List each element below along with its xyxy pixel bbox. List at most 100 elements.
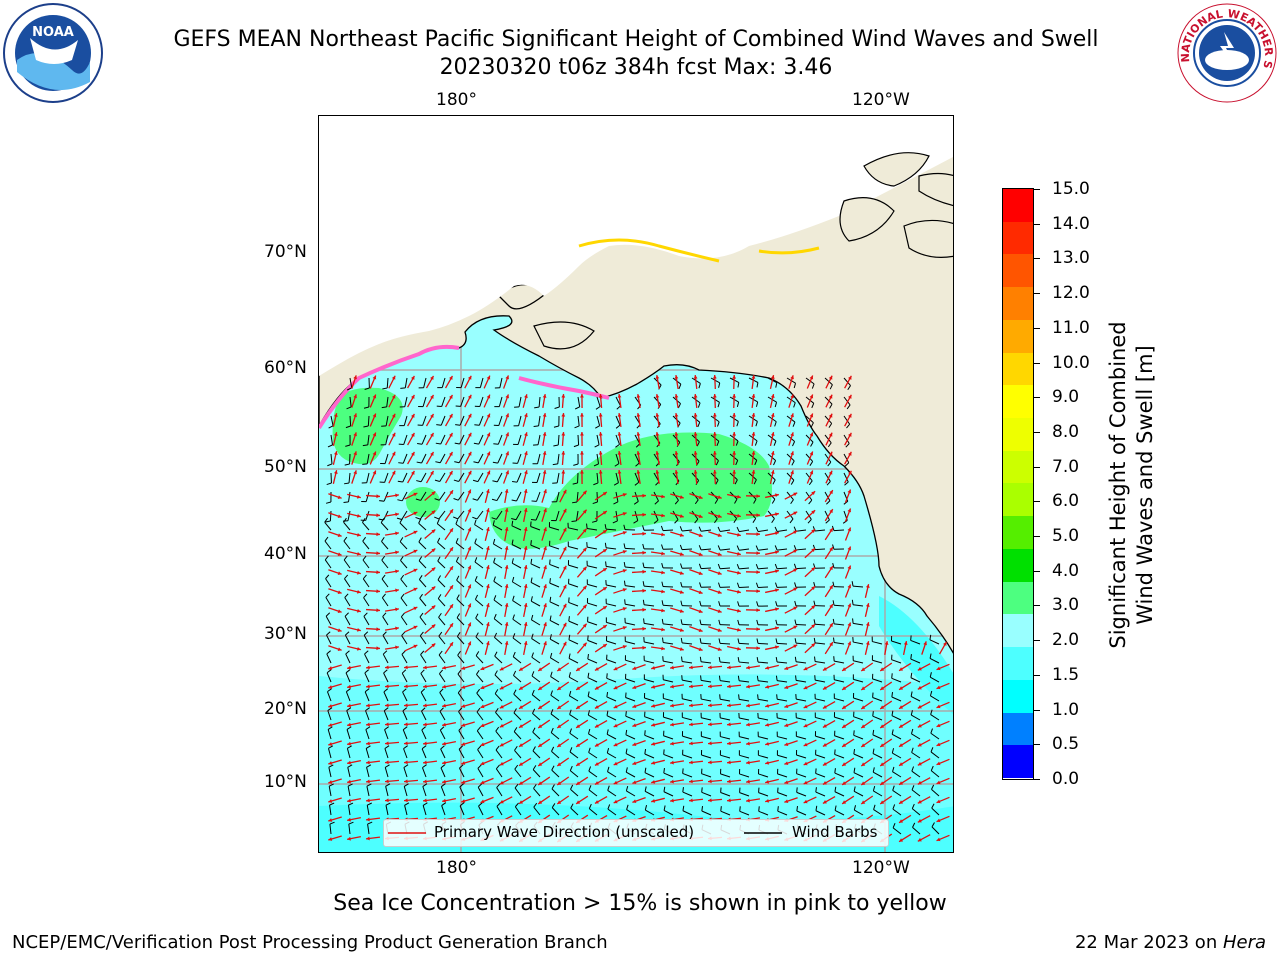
wind-barb: [418, 560, 427, 569]
wave-arrow-head: [391, 394, 396, 399]
wind-barb: [514, 750, 522, 759]
wave-arrow-head: [486, 413, 491, 418]
wind-barb-flag: [381, 536, 385, 542]
wind-barb: [366, 805, 370, 816]
wave-arrow-head: [467, 584, 472, 589]
wave-arrow-head: [689, 703, 693, 708]
wind-barb-flag: [437, 575, 441, 581]
wave-arrow-head: [449, 642, 453, 647]
wave-arrow-head: [809, 470, 814, 475]
wind-barb: [872, 678, 883, 683]
wind-barb: [347, 786, 351, 797]
wave-arrow-head: [847, 584, 852, 589]
wind-barb: [514, 787, 522, 797]
wave-arrow-head: [712, 394, 717, 398]
wave-arrow-head: [356, 589, 361, 594]
wave-arrow-head: [543, 546, 547, 551]
run-date: 22 Mar 2023 on Hera: [1075, 932, 1266, 953]
wind-barb: [404, 396, 408, 407]
wind-barb-flag: [437, 537, 441, 543]
wave-arrow-head: [404, 684, 408, 689]
wave-arrow-head: [861, 686, 866, 691]
colorbar-segment: [1003, 352, 1033, 386]
colorbar-segment: [1003, 548, 1033, 582]
wind-barb-flag: [661, 600, 664, 606]
wave-arrow-head: [602, 625, 607, 629]
wind-barb: [644, 604, 655, 607]
wind-barb: [493, 618, 503, 626]
wind-barb-flag: [491, 517, 497, 520]
wind-barb-flag: [774, 582, 778, 588]
wind-barb-flag: [458, 745, 464, 750]
wave-arrow-head: [430, 470, 434, 475]
wind-barb-flag: [774, 545, 778, 551]
wind-barb: [385, 786, 389, 797]
wind-barb: [364, 653, 370, 664]
wind-barb-flag: [397, 499, 403, 502]
wind-barb: [421, 710, 427, 721]
wind-barb-flag: [434, 498, 440, 501]
wind-barb: [347, 805, 351, 816]
wind-barb: [853, 678, 864, 683]
wave-arrow-head: [679, 628, 684, 632]
wave-arrow-head: [598, 394, 603, 398]
wave-arrow-head: [790, 470, 794, 475]
wind-barb-flag: [773, 440, 777, 446]
wind-barb-flag: [756, 619, 759, 625]
wave-arrow-head: [655, 451, 660, 455]
wind-barb-flag: [511, 539, 514, 545]
wave-arrow-head: [828, 451, 833, 456]
wind-barb-flag: [834, 805, 837, 811]
wave-arrow-head: [670, 665, 674, 670]
wave-arrow-head: [880, 800, 885, 804]
wind-barb: [512, 637, 522, 645]
wind-barb-flag: [511, 520, 514, 526]
wave-legend-line: [388, 832, 426, 834]
wave-arrow-head: [822, 800, 827, 804]
wave-arrow-head: [847, 470, 852, 475]
wave-arrow-head: [917, 666, 922, 671]
wind-barb: [344, 578, 351, 588]
run-machine: Hera: [1222, 932, 1266, 953]
wave-arrow-head: [413, 606, 418, 611]
wind-barb: [478, 805, 484, 816]
wind-barb: [458, 749, 465, 759]
wave-arrow-head: [467, 622, 472, 627]
wave-arrow-head: [347, 779, 351, 784]
wave-arrow-head: [543, 508, 547, 513]
wind-barb: [538, 415, 541, 426]
wave-arrow-head: [337, 628, 342, 632]
wind-barb: [419, 510, 427, 520]
wind-barb: [625, 697, 636, 702]
wind-barb-flag: [381, 574, 386, 580]
wind-barb-flag: [756, 675, 759, 681]
wave-arrow-head: [689, 665, 693, 670]
wave-arrow-head: [347, 722, 351, 727]
wave-arrow-head: [917, 837, 922, 842]
wind-barb-flag: [774, 402, 778, 408]
wind-barb-flag: [549, 634, 552, 640]
wind-barb: [402, 729, 408, 740]
wave-arrow-head: [737, 589, 741, 594]
wind-barb-flag: [568, 616, 570, 622]
wind-barb: [533, 788, 541, 797]
wind-barb: [777, 529, 788, 532]
wind-barb: [518, 396, 522, 407]
wave-arrow-head: [366, 722, 370, 727]
wind-barb-flag: [718, 582, 721, 588]
wind-barb: [719, 567, 731, 570]
wind-barb-flag: [492, 520, 495, 526]
wave-arrow-head: [708, 665, 712, 670]
wave-arrow-head: [431, 624, 436, 629]
wave-arrow-head: [765, 703, 770, 708]
wave-arrow-head: [829, 585, 833, 590]
wind-barb: [701, 679, 712, 683]
wave-arrow-head: [899, 800, 904, 804]
wave-arrow-head: [861, 724, 866, 729]
wave-arrow-head: [670, 684, 674, 689]
wind-barb: [421, 767, 427, 778]
wave-arrow-head: [504, 527, 509, 531]
wind-barb: [531, 694, 541, 702]
wind-barb: [625, 641, 636, 645]
wind-barb: [401, 654, 408, 664]
